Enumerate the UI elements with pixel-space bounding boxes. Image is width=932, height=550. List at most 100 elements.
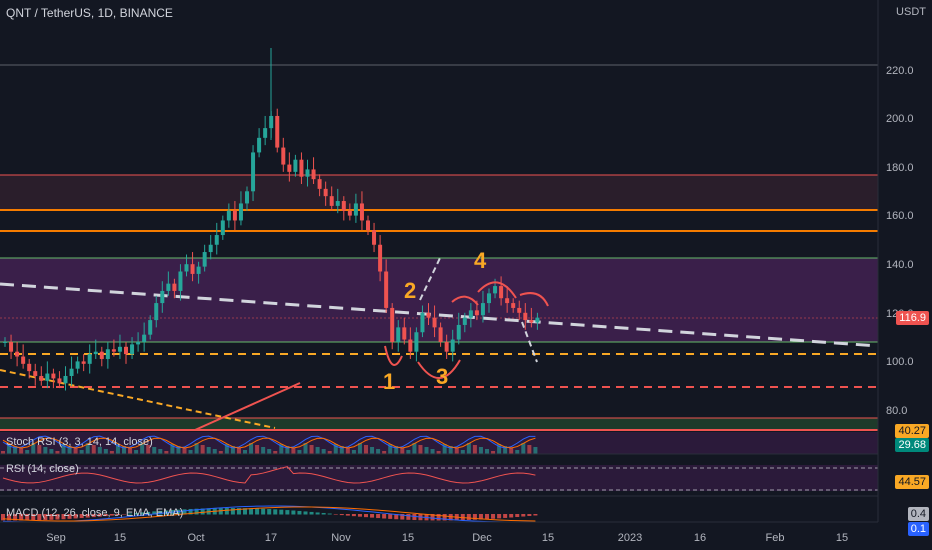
candle-body xyxy=(69,368,74,376)
candle-body xyxy=(263,128,268,138)
last-price-badge: 116.9 xyxy=(896,311,929,325)
stoch-k-badge: 40.27 xyxy=(895,424,929,438)
candle-body xyxy=(372,230,377,245)
candle-body xyxy=(359,203,364,221)
candle-body xyxy=(75,361,80,369)
candle-body xyxy=(299,159,304,177)
candle-body xyxy=(105,349,110,359)
candle-body xyxy=(493,286,498,294)
candle-body xyxy=(511,303,516,308)
candle-body xyxy=(57,378,62,384)
date-tick: 2023 xyxy=(618,532,642,544)
macd-label: MACD (12, 26, close, 9, EMA, EMA) xyxy=(6,507,184,519)
candle-body xyxy=(420,312,425,333)
candle-body xyxy=(438,327,443,342)
date-tick: 15 xyxy=(836,532,848,544)
candle-body xyxy=(3,341,7,343)
candle-body xyxy=(396,327,401,342)
candle-body xyxy=(535,317,540,323)
candle-body xyxy=(9,341,14,352)
candle-body xyxy=(27,363,32,372)
candle-body xyxy=(142,334,147,342)
candle-body xyxy=(335,201,340,206)
candle-body xyxy=(426,312,431,318)
candle-body xyxy=(251,152,256,192)
candle-body xyxy=(480,303,485,316)
candle-body xyxy=(15,351,20,357)
candle-body xyxy=(366,220,370,231)
candle-body xyxy=(45,373,50,381)
price-tick: 160.0 xyxy=(886,210,914,222)
candle-body xyxy=(281,147,286,165)
candle-body xyxy=(523,312,528,321)
candle-body xyxy=(311,169,316,180)
candle-body xyxy=(238,203,243,221)
candle-body xyxy=(160,290,165,304)
candle-body xyxy=(245,191,249,204)
candle-body xyxy=(414,332,419,352)
candle-body xyxy=(384,271,389,308)
candle-body xyxy=(293,159,298,172)
candle-body xyxy=(487,293,491,304)
macd-badge: 0.4 xyxy=(907,507,929,521)
candle-body xyxy=(214,235,219,245)
annotation-3: 3 xyxy=(436,364,448,389)
candle-body xyxy=(474,310,479,316)
date-tick: Nov xyxy=(331,532,351,544)
date-tick: 16 xyxy=(694,532,706,544)
stoch-d-badge: 29.68 xyxy=(895,438,929,452)
candle-body xyxy=(220,220,225,236)
candle-body xyxy=(196,266,201,274)
candle-body xyxy=(456,324,461,340)
unit-label: USDT xyxy=(896,6,926,18)
candle-body xyxy=(402,327,407,340)
candle-body xyxy=(462,317,467,325)
candle-body xyxy=(444,341,449,352)
candle-body xyxy=(124,346,128,355)
descending-trendline xyxy=(0,282,879,348)
candle-body xyxy=(178,271,183,291)
date-tick: Dec xyxy=(472,532,492,544)
candle-body xyxy=(111,349,116,352)
stoch-rsi-label: Stoch RSI (3, 3, 14, 14, close) xyxy=(6,436,153,448)
candle-body xyxy=(323,188,328,197)
candle-body xyxy=(329,196,334,206)
date-tick: Oct xyxy=(187,532,204,544)
candle-body xyxy=(529,320,534,323)
candle-body xyxy=(99,351,104,359)
candle-body xyxy=(305,169,310,177)
rsi-label: RSI (14, close) xyxy=(6,463,79,475)
date-tick: 17 xyxy=(265,532,277,544)
annotation-4: 4 xyxy=(474,248,487,273)
candle-body xyxy=(499,286,504,299)
date-tick: Feb xyxy=(766,532,785,544)
date-tick: Sep xyxy=(46,532,66,544)
candle-body xyxy=(136,341,141,345)
candle-body xyxy=(275,115,280,148)
red-trendline xyxy=(194,382,301,431)
support-zone xyxy=(0,418,878,430)
candle-body xyxy=(317,179,322,189)
candle-body xyxy=(39,375,44,381)
candle-body xyxy=(432,317,437,328)
candle-body xyxy=(257,137,262,153)
candle-body xyxy=(117,346,122,352)
date-tick: 15 xyxy=(542,532,554,544)
candle-body xyxy=(63,375,68,384)
resistance-zone-upper xyxy=(0,175,878,211)
price-tick: 80.0 xyxy=(886,405,907,417)
candle-body xyxy=(202,252,207,267)
symbol-header: QNT / TetherUS, 1D, BINANCE xyxy=(6,6,173,20)
candle-body xyxy=(81,361,86,364)
price-tick: 220.0 xyxy=(886,65,914,77)
annotation-1: 1 xyxy=(383,369,395,394)
annotation-2: 2 xyxy=(404,278,416,303)
date-tick: 15 xyxy=(402,532,414,544)
candles xyxy=(3,48,540,391)
candle-body xyxy=(341,201,346,211)
candle-body xyxy=(154,303,159,321)
price-tick: 140.0 xyxy=(886,259,914,271)
candle-body xyxy=(232,210,237,221)
candle-body xyxy=(517,307,522,313)
